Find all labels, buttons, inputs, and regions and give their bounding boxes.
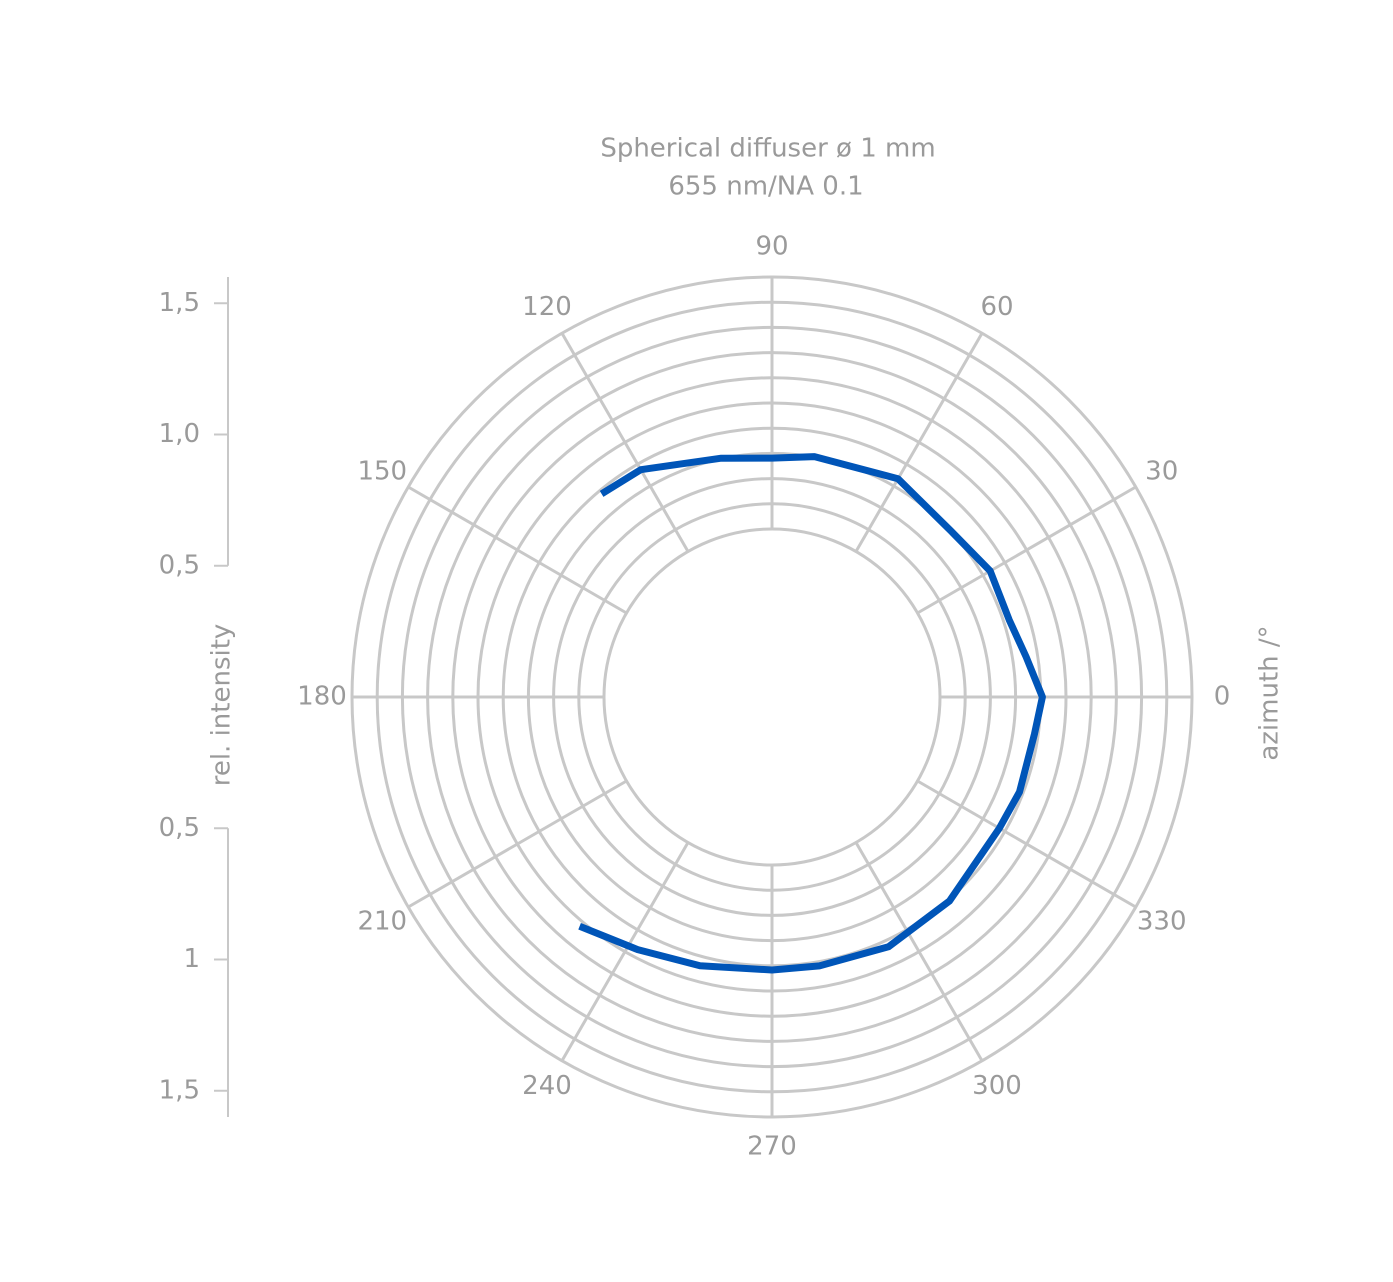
r-tick-label: 1,5 (159, 288, 200, 318)
spoke (560, 841, 690, 1062)
r-tick-label: 1,0 (159, 419, 200, 449)
spoke (916, 779, 1137, 909)
theta-tick-label: 330 (1137, 907, 1187, 937)
theta-tick-label: 90 (755, 232, 788, 262)
spoke (854, 332, 984, 553)
theta-tick-label: 60 (980, 292, 1013, 322)
r-tick-label: 1 (183, 944, 200, 974)
grid-ring (577, 502, 967, 892)
r-axis-label: rel. intensity (207, 624, 237, 787)
chart-subtitle: 655 nm/NA 0.1 (668, 172, 863, 202)
spoke (560, 332, 690, 553)
grid-ring (602, 527, 942, 867)
chart-title: Spherical diffuser ø 1 mm (600, 134, 935, 164)
r-tick-label: 1,5 (159, 1075, 200, 1105)
theta-tick-label: 30 (1145, 457, 1178, 487)
r-tick-label: 0,5 (159, 550, 200, 580)
theta-tick-label: 120 (522, 292, 572, 322)
theta-tick-label: 180 (297, 682, 347, 712)
theta-tick-label: 210 (357, 907, 407, 937)
data-line (578, 453, 1046, 974)
spoke (407, 779, 628, 909)
spoke (407, 485, 628, 615)
spoke (854, 841, 984, 1062)
grid-ring (552, 477, 992, 917)
theta-tick-label: 300 (972, 1071, 1022, 1101)
theta-tick-label: 150 (357, 457, 407, 487)
spoke (916, 485, 1137, 615)
r-tick-label: 0,5 (159, 813, 200, 843)
theta-tick-label: 270 (747, 1132, 797, 1162)
theta-tick-label: 240 (522, 1071, 572, 1101)
theta-axis-label: azimuth /° (1255, 625, 1285, 760)
theta-tick-label: 0 (1214, 682, 1231, 712)
